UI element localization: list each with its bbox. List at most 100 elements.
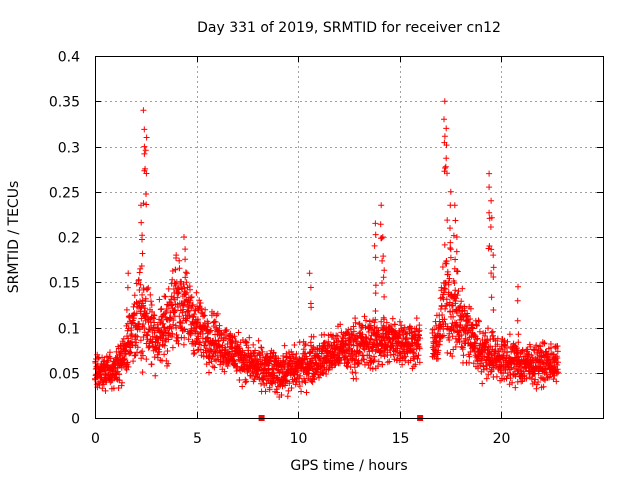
data-point — [450, 232, 457, 239]
data-point — [131, 352, 138, 359]
data-point — [306, 270, 313, 277]
data-point — [101, 358, 108, 364]
data-point — [402, 353, 409, 360]
data-point — [144, 286, 151, 293]
data-point — [416, 327, 423, 334]
data-point — [197, 300, 204, 306]
data-point — [207, 328, 213, 335]
data-point — [124, 327, 131, 334]
data-point — [206, 369, 212, 376]
data-point — [134, 344, 141, 351]
data-point — [381, 267, 388, 274]
x-tick-label: 5 — [193, 431, 202, 447]
x-axis-label: GPS time / hours — [290, 458, 407, 474]
data-point — [131, 292, 138, 299]
data-point — [138, 219, 145, 226]
data-point — [447, 254, 454, 261]
data-point — [467, 316, 474, 322]
data-point — [441, 116, 447, 123]
data-point — [255, 337, 262, 344]
data-point — [252, 347, 259, 354]
data-point — [250, 341, 257, 348]
data-point — [543, 369, 550, 376]
data-point — [246, 334, 253, 341]
data-point — [450, 313, 457, 320]
data-point — [515, 347, 522, 354]
data-point — [438, 333, 445, 340]
data-point — [205, 320, 212, 327]
data-point — [182, 274, 189, 281]
data-point — [473, 336, 480, 343]
data-point — [138, 263, 145, 269]
data-point — [181, 326, 188, 333]
data-point — [414, 355, 421, 362]
data-point — [139, 297, 146, 304]
data-point — [165, 336, 172, 343]
data-point — [442, 286, 449, 292]
data-point — [381, 293, 388, 300]
data-point — [349, 332, 356, 339]
data-point — [417, 335, 423, 342]
data-point — [200, 312, 207, 318]
data-point — [125, 270, 132, 277]
data-point — [140, 200, 147, 207]
data-point — [142, 305, 149, 312]
data-point — [446, 299, 453, 306]
data-point — [221, 331, 228, 338]
data-point — [515, 331, 522, 338]
data-point — [438, 284, 445, 291]
data-point — [334, 333, 341, 340]
data-point — [278, 392, 285, 398]
data-point — [142, 295, 149, 302]
data-point — [554, 355, 561, 361]
data-point — [139, 250, 146, 257]
data-point — [128, 338, 135, 345]
data-point — [410, 346, 417, 353]
data-point — [316, 374, 322, 381]
data-point — [149, 308, 155, 315]
data-point — [116, 371, 123, 378]
data-point — [453, 234, 460, 240]
x-tick-label: 20 — [493, 431, 511, 447]
data-point — [175, 340, 182, 347]
data-point — [194, 347, 201, 354]
data-point — [155, 324, 162, 331]
data-point — [452, 287, 459, 294]
data-point — [143, 170, 150, 177]
data-point — [391, 348, 398, 355]
data-point — [438, 303, 445, 310]
data-point — [372, 254, 379, 261]
data-point — [454, 292, 461, 299]
data-point — [99, 385, 106, 392]
data-point — [143, 134, 150, 141]
data-point — [379, 234, 386, 240]
data-point — [183, 270, 190, 277]
data-point — [488, 197, 495, 204]
data-point — [416, 345, 423, 352]
data-point — [372, 308, 379, 314]
data-point — [416, 359, 423, 366]
data-point — [302, 379, 309, 386]
data-point — [490, 264, 497, 271]
data-point — [188, 294, 195, 300]
data-point — [449, 333, 456, 340]
data-point — [444, 349, 451, 356]
data-point — [485, 325, 491, 332]
data-point — [139, 348, 146, 355]
data-point — [164, 348, 171, 354]
data-point — [482, 329, 489, 336]
data-point — [442, 163, 449, 170]
data-point — [258, 380, 264, 387]
data-point — [447, 239, 454, 246]
data-point — [449, 353, 456, 360]
data-point — [523, 375, 530, 382]
data-point — [442, 305, 449, 312]
data-point — [224, 363, 231, 369]
data-point — [439, 264, 446, 270]
data-point — [216, 322, 223, 329]
data-point — [555, 359, 561, 366]
data-point — [443, 125, 450, 132]
data-point — [485, 371, 492, 378]
data-point — [515, 283, 521, 290]
